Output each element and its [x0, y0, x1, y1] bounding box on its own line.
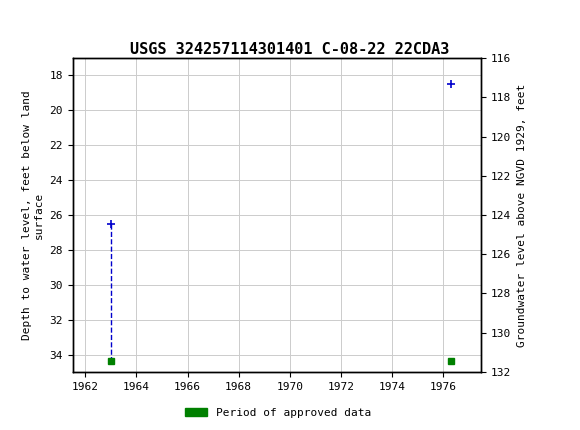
Text: USGS 324257114301401 C-08-22 22CDA3: USGS 324257114301401 C-08-22 22CDA3	[130, 42, 450, 57]
Y-axis label: Depth to water level, feet below land
surface: Depth to water level, feet below land su…	[22, 90, 44, 340]
Text: ≡USGS: ≡USGS	[9, 10, 90, 30]
Legend: Period of approved data: Period of approved data	[181, 403, 376, 422]
Y-axis label: Groundwater level above NGVD 1929, feet: Groundwater level above NGVD 1929, feet	[517, 83, 527, 347]
